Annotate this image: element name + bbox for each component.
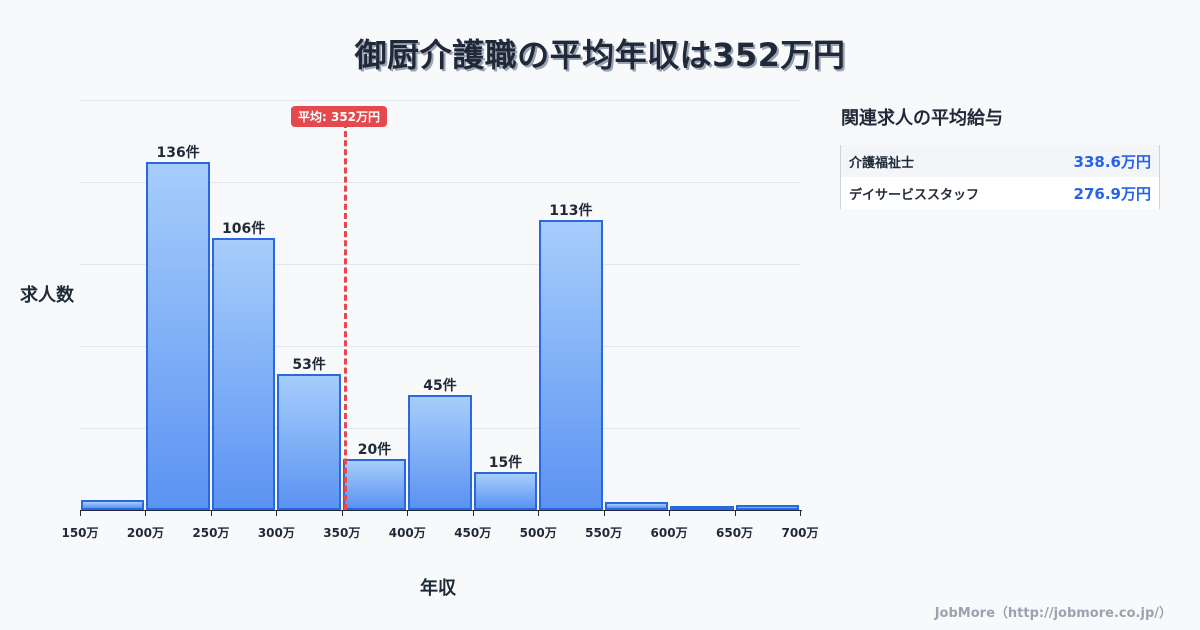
x-tick-label: 400万: [388, 526, 426, 540]
x-tick-label: 700万: [781, 526, 819, 540]
grid-line: [80, 346, 800, 347]
average-badge: 平均: 352万円: [291, 106, 388, 127]
bar-value-label: 53件: [292, 357, 326, 374]
y-axis-label: 求人数: [20, 285, 74, 306]
x-tick: [603, 510, 605, 516]
x-tick: [276, 510, 278, 516]
x-tick: [407, 510, 409, 516]
bar-value-label: 15件: [488, 454, 523, 471]
bar-value-label: 106件: [222, 221, 266, 238]
x-axis-label: 年収: [420, 578, 456, 599]
bar-value-label: 136件: [156, 144, 200, 161]
histogram-bar: [539, 220, 603, 510]
job-name: 介護福祉士: [849, 155, 915, 171]
histogram-bar: [670, 506, 734, 510]
page-title: 御厨介護職の平均年収は352万円: [354, 36, 846, 74]
x-tick-label: 450万: [454, 526, 492, 540]
histogram-bar: [604, 502, 669, 510]
job-salary: 276.9万円: [1073, 184, 1151, 203]
x-tick-label: 600万: [650, 526, 688, 540]
job-name: デイサービススタッフ: [849, 187, 980, 203]
x-tick-label: 150万: [61, 526, 99, 540]
x-tick-label: 500万: [519, 526, 557, 540]
x-tick: [472, 510, 474, 516]
grid-line: [80, 182, 800, 183]
x-tick-label: 250万: [192, 526, 230, 540]
x-tick: [669, 510, 671, 516]
x-tick: [145, 510, 147, 516]
bar-value-label: 20件: [357, 441, 392, 458]
bar-value-label: 113件: [549, 203, 593, 220]
x-tick: [538, 510, 540, 516]
related-salary-table: 介護福祉士 338.6万円 デイサービススタッフ 276.9万円: [840, 145, 1160, 209]
x-tick-label: 350万: [323, 526, 361, 540]
histogram-bar: [81, 499, 145, 510]
x-axis-line: [80, 510, 802, 511]
x-tick-label: 200万: [126, 526, 164, 540]
x-tick: [80, 510, 81, 516]
x-tick: [210, 510, 212, 516]
grid-line: [80, 264, 800, 265]
related-salary-row: デイサービススタッフ 276.9万円: [841, 177, 1159, 209]
related-salary-title: 関連求人の平均給与: [841, 108, 1003, 129]
histogram-bar: [277, 374, 341, 510]
bar-value-label: 45件: [423, 377, 457, 394]
x-tick-label: 650万: [716, 526, 754, 540]
x-tick-label: 300万: [257, 526, 295, 540]
x-tick: [800, 510, 801, 516]
histogram-plot: 136件 106件 53件 20件 45件 15件 113件: [80, 100, 800, 511]
footer-credit: JobMore（http://jobmore.co.jp/）: [934, 606, 1172, 621]
histogram-bar: [211, 238, 276, 510]
average-line: [344, 122, 347, 510]
x-tick-label: 550万: [585, 526, 623, 540]
histogram-bar: [342, 458, 407, 510]
related-salary-row: 介護福祉士 338.6万円: [841, 145, 1159, 177]
histogram-bar: [408, 394, 472, 510]
job-salary: 338.6万円: [1073, 152, 1151, 171]
histogram-bar: [146, 161, 210, 510]
histogram-bar: [735, 504, 799, 510]
x-tick: [734, 510, 736, 516]
histogram-bar: [473, 471, 538, 510]
x-tick: [341, 510, 343, 516]
grid-line: [80, 100, 800, 101]
